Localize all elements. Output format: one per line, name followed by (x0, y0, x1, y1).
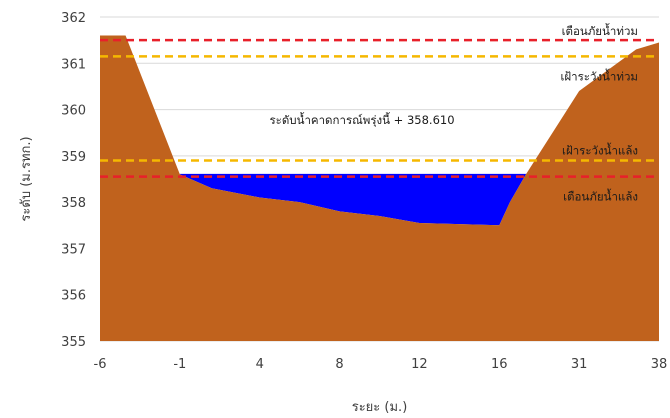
reference-line-label: เฝ้าระวังน้ำแล้ง (562, 142, 638, 157)
x-tick-label: 16 (491, 357, 508, 372)
y-tick-label: 356 (61, 289, 86, 304)
reference-line-label: เตือนภัยน้ำท่วม (562, 23, 638, 38)
x-tick-label: -6 (94, 357, 107, 372)
x-tick-label: 38 (651, 357, 668, 372)
x-tick-label: 12 (411, 357, 428, 372)
y-tick-labels: 355 356 357 358 359 360 361 362 (61, 11, 86, 350)
x-axis-title: ระยะ (ม.) (352, 400, 408, 415)
ground-profile-area (100, 35, 659, 342)
x-tick-label: 4 (256, 357, 264, 372)
y-tick-label: 355 (61, 335, 86, 350)
y-tick-label: 357 (61, 242, 86, 257)
y-tick-label: 359 (61, 150, 86, 165)
y-axis-title: ระดับ (ม.รทก.) (19, 136, 34, 221)
y-tick-label: 358 (61, 196, 86, 211)
x-tick-label: -1 (173, 357, 186, 372)
x-tick-label: 8 (335, 357, 343, 372)
reference-line-label: เตือนภัยน้ำแล้ง (563, 189, 638, 204)
water-level-annotation: ระดับน้ำคาดการณ์พรุ่งนี้ + 358.610 (269, 112, 454, 127)
x-tick-label: 31 (571, 357, 588, 372)
x-tick-labels: -6 -1 4 8 12 16 31 38 (94, 357, 668, 372)
reference-lines: เตือนภัยน้ำท่วมเฝ้าระวังน้ำท่วมเฝ้าระวัง… (100, 23, 659, 204)
reference-line-label: เฝ้าระวังน้ำท่วม (561, 68, 639, 83)
y-tick-label: 361 (61, 57, 86, 72)
y-tick-label: 362 (61, 11, 86, 26)
plot-area (100, 35, 659, 342)
water-area (179, 173, 527, 226)
y-tick-label: 360 (61, 104, 86, 119)
